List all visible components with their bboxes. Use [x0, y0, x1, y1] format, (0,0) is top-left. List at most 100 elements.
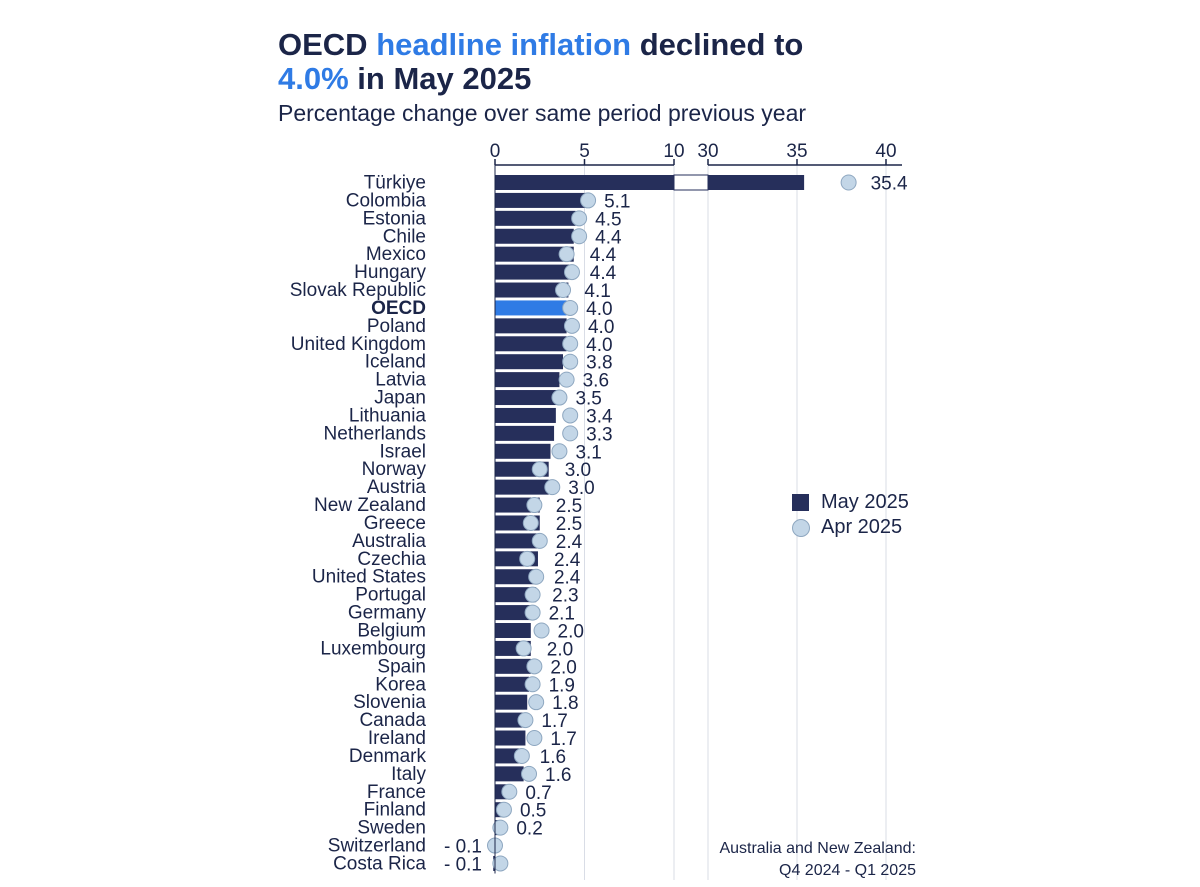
category-label: Sweden [357, 818, 426, 839]
dot-apr-2025 [531, 532, 548, 549]
x-tick-label: 10 [663, 141, 684, 162]
bar-may-2025 [495, 264, 574, 280]
category-label: Canada [359, 710, 426, 731]
dot-apr-2025 [558, 371, 575, 388]
category-label: Costa Rica [333, 853, 426, 874]
bar-may-2025 [495, 533, 538, 549]
dot-apr-2025 [524, 676, 541, 693]
dot-apr-2025 [562, 407, 579, 424]
dot-apr-2025 [558, 246, 575, 263]
bar-may-2025 [495, 623, 531, 638]
title-highlight-value: 4.0% [278, 61, 349, 96]
category-label: New Zealand [314, 495, 426, 516]
value-label: 1.6 [540, 747, 566, 768]
bar-may-2025 [495, 605, 533, 621]
dot-apr-2025 [517, 712, 534, 729]
bar-may-2025 [495, 318, 567, 334]
dot-apr-2025 [492, 819, 509, 836]
x-tick-label: 0 [490, 141, 501, 162]
bar-may-2025 [495, 712, 526, 728]
category-label: Hungary [354, 262, 426, 283]
bar-may-2025 [495, 354, 564, 370]
bar-may-2025 [495, 210, 576, 226]
category-label: Finland [364, 800, 426, 821]
dot-apr-2025 [521, 765, 538, 782]
value-label: 1.7 [550, 729, 576, 750]
bar-may-2025 [495, 372, 560, 388]
legend-item-apr: Apr 2025 [792, 515, 909, 540]
title-part3: in May 2025 [348, 61, 532, 96]
value-label: 5.1 [604, 191, 630, 212]
dot-apr-2025 [519, 550, 536, 567]
footnote-line2: Q4 2024 - Q1 2025 [779, 862, 916, 879]
dot-apr-2025 [524, 586, 541, 603]
bar-may-2025 [495, 730, 526, 746]
bar-may-2025 [495, 228, 574, 244]
dot-apr-2025 [544, 479, 561, 496]
value-label: 4.0 [586, 299, 612, 320]
chart-subtitle: Percentage change over same period previ… [278, 100, 807, 126]
value-label: 2.4 [554, 568, 581, 589]
category-label: Japan [374, 388, 426, 409]
bar-may-2025 [495, 407, 556, 423]
value-label: 2.5 [556, 496, 582, 517]
dot-apr-2025 [528, 694, 545, 711]
value-label: 3.4 [586, 406, 613, 427]
dot-apr-2025 [562, 335, 579, 352]
bar-may-2025 [495, 676, 530, 692]
dot-apr-2025 [524, 604, 541, 621]
category-label: Portugal [355, 585, 426, 606]
category-label: Spain [377, 656, 426, 677]
value-label: 0.7 [525, 783, 551, 804]
dot-apr-2025 [562, 353, 579, 370]
value-label: 1.7 [541, 711, 567, 732]
dot-apr-2025 [528, 568, 545, 585]
bar-may-2025 [495, 246, 574, 262]
footnote-line1: Australia and New Zealand: [719, 840, 916, 857]
value-label: 2.4 [556, 532, 583, 553]
legend: May 2025 Apr 2025 [792, 490, 909, 540]
value-label: 2.0 [550, 657, 576, 678]
value-label: 3.0 [565, 460, 591, 481]
value-label: 4.1 [584, 281, 610, 302]
value-label: 1.6 [545, 765, 571, 786]
category-label: Luxembourg [320, 638, 426, 659]
dot-apr-2025 [562, 299, 579, 316]
dot-apr-2025 [531, 461, 548, 478]
value-label: 1.9 [549, 675, 575, 696]
bar-may-2025 [495, 425, 555, 441]
category-label: Iceland [365, 352, 426, 373]
value-label: 1.8 [552, 693, 578, 714]
value-label: 3.6 [583, 371, 609, 392]
bar-may-2025 [495, 300, 567, 316]
dot-apr-2025 [562, 425, 579, 442]
value-label: 4.4 [590, 263, 617, 284]
category-label: Australia [352, 531, 426, 552]
bar-may-2025 [495, 694, 528, 710]
dot-apr-2025 [555, 282, 572, 299]
value-label: 2.0 [547, 639, 573, 660]
dot-apr-2025 [563, 264, 580, 281]
legend-swatch-apr [792, 518, 810, 537]
dot-apr-2025 [526, 730, 543, 747]
bar-may-2025 [495, 658, 531, 674]
title-highlight-metric: headline inflation [376, 27, 632, 62]
category-label: Poland [367, 316, 426, 337]
category-label: Denmark [349, 746, 427, 767]
bar-may-2025 [495, 443, 551, 459]
dot-apr-2025 [533, 622, 550, 639]
bar-may-2025 [495, 569, 538, 585]
category-label: Norway [362, 459, 427, 480]
chart-title: OECD headline inflation declined to 4.0% … [278, 28, 918, 96]
x-tick-label: 5 [579, 141, 590, 162]
dot-apr-2025 [563, 317, 580, 334]
category-label: Ireland [368, 728, 426, 749]
category-label: Korea [375, 674, 426, 695]
value-label: - 0.1 [444, 837, 482, 858]
category-label: Chile [383, 226, 426, 247]
value-label: 2.1 [549, 604, 575, 625]
value-label: 3.8 [586, 353, 612, 374]
dot-apr-2025 [515, 640, 532, 657]
value-label: 2.3 [552, 586, 578, 607]
